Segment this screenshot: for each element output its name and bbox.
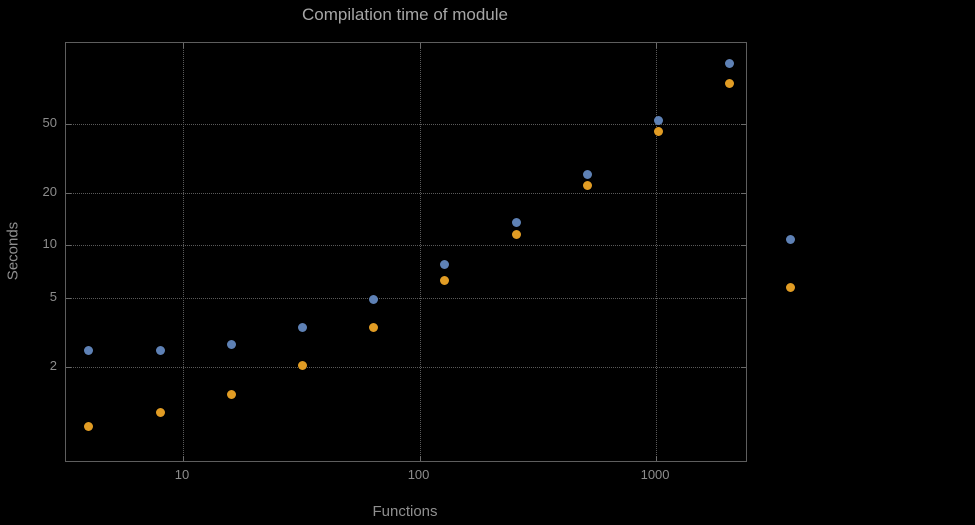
data-point [155, 345, 165, 355]
data-point [369, 322, 379, 332]
grid-line-x [656, 43, 658, 461]
grid-line-y [66, 297, 746, 299]
x-tick-label: 1000 [640, 467, 670, 482]
y-tick-label: 20 [42, 183, 57, 199]
y-tick-mark [741, 123, 746, 125]
data-point [654, 127, 663, 137]
x-axis-label: Functions [372, 503, 438, 520]
grid-line-x [419, 43, 421, 461]
data-point [511, 230, 521, 240]
legend-marker [786, 283, 795, 292]
x-tick-mark [656, 456, 658, 461]
chart-title: Compilation time of module [302, 5, 508, 24]
x-tick-mark [183, 456, 185, 461]
legend-marker [786, 235, 795, 244]
y-tick-mark [741, 192, 746, 194]
x-tick-mark [183, 43, 185, 48]
y-tick-label: 10 [42, 236, 57, 252]
grid-line-y [66, 245, 746, 247]
data-point [440, 275, 450, 285]
data-point [298, 360, 308, 370]
data-point [226, 389, 236, 399]
y-tick-mark [741, 367, 746, 369]
y-tick-label: 2 [49, 358, 57, 374]
data-point [155, 408, 165, 418]
grid-line-y [66, 123, 746, 125]
data-point [84, 345, 94, 355]
data-point [84, 421, 94, 431]
grid-line-x [183, 43, 185, 461]
data-point [725, 78, 735, 88]
y-tick-mark [66, 192, 71, 194]
data-point [369, 294, 379, 304]
y-tick-mark [66, 367, 71, 369]
y-tick-mark [66, 123, 71, 125]
x-tick-mark [419, 43, 421, 48]
data-point [226, 340, 236, 350]
y-tick-label: 50 [42, 114, 57, 130]
data-point [654, 116, 663, 126]
x-tick-label: 10 [174, 467, 190, 482]
data-point [582, 170, 592, 180]
y-tick-mark [66, 297, 71, 299]
y-tick-label: 5 [49, 288, 57, 304]
grid-line-y [66, 192, 746, 194]
x-tick-mark [656, 43, 658, 48]
y-tick-mark [741, 245, 746, 247]
data-point [725, 59, 735, 69]
x-tick-mark [419, 456, 421, 461]
data-point [511, 218, 521, 228]
grid-line-y [66, 367, 746, 369]
y-tick-mark [66, 245, 71, 247]
y-tick-mark [741, 297, 746, 299]
data-point [440, 259, 450, 269]
x-tick-label: 100 [407, 467, 430, 482]
plot-area [65, 42, 747, 462]
data-point [582, 181, 592, 191]
data-point [298, 322, 308, 332]
